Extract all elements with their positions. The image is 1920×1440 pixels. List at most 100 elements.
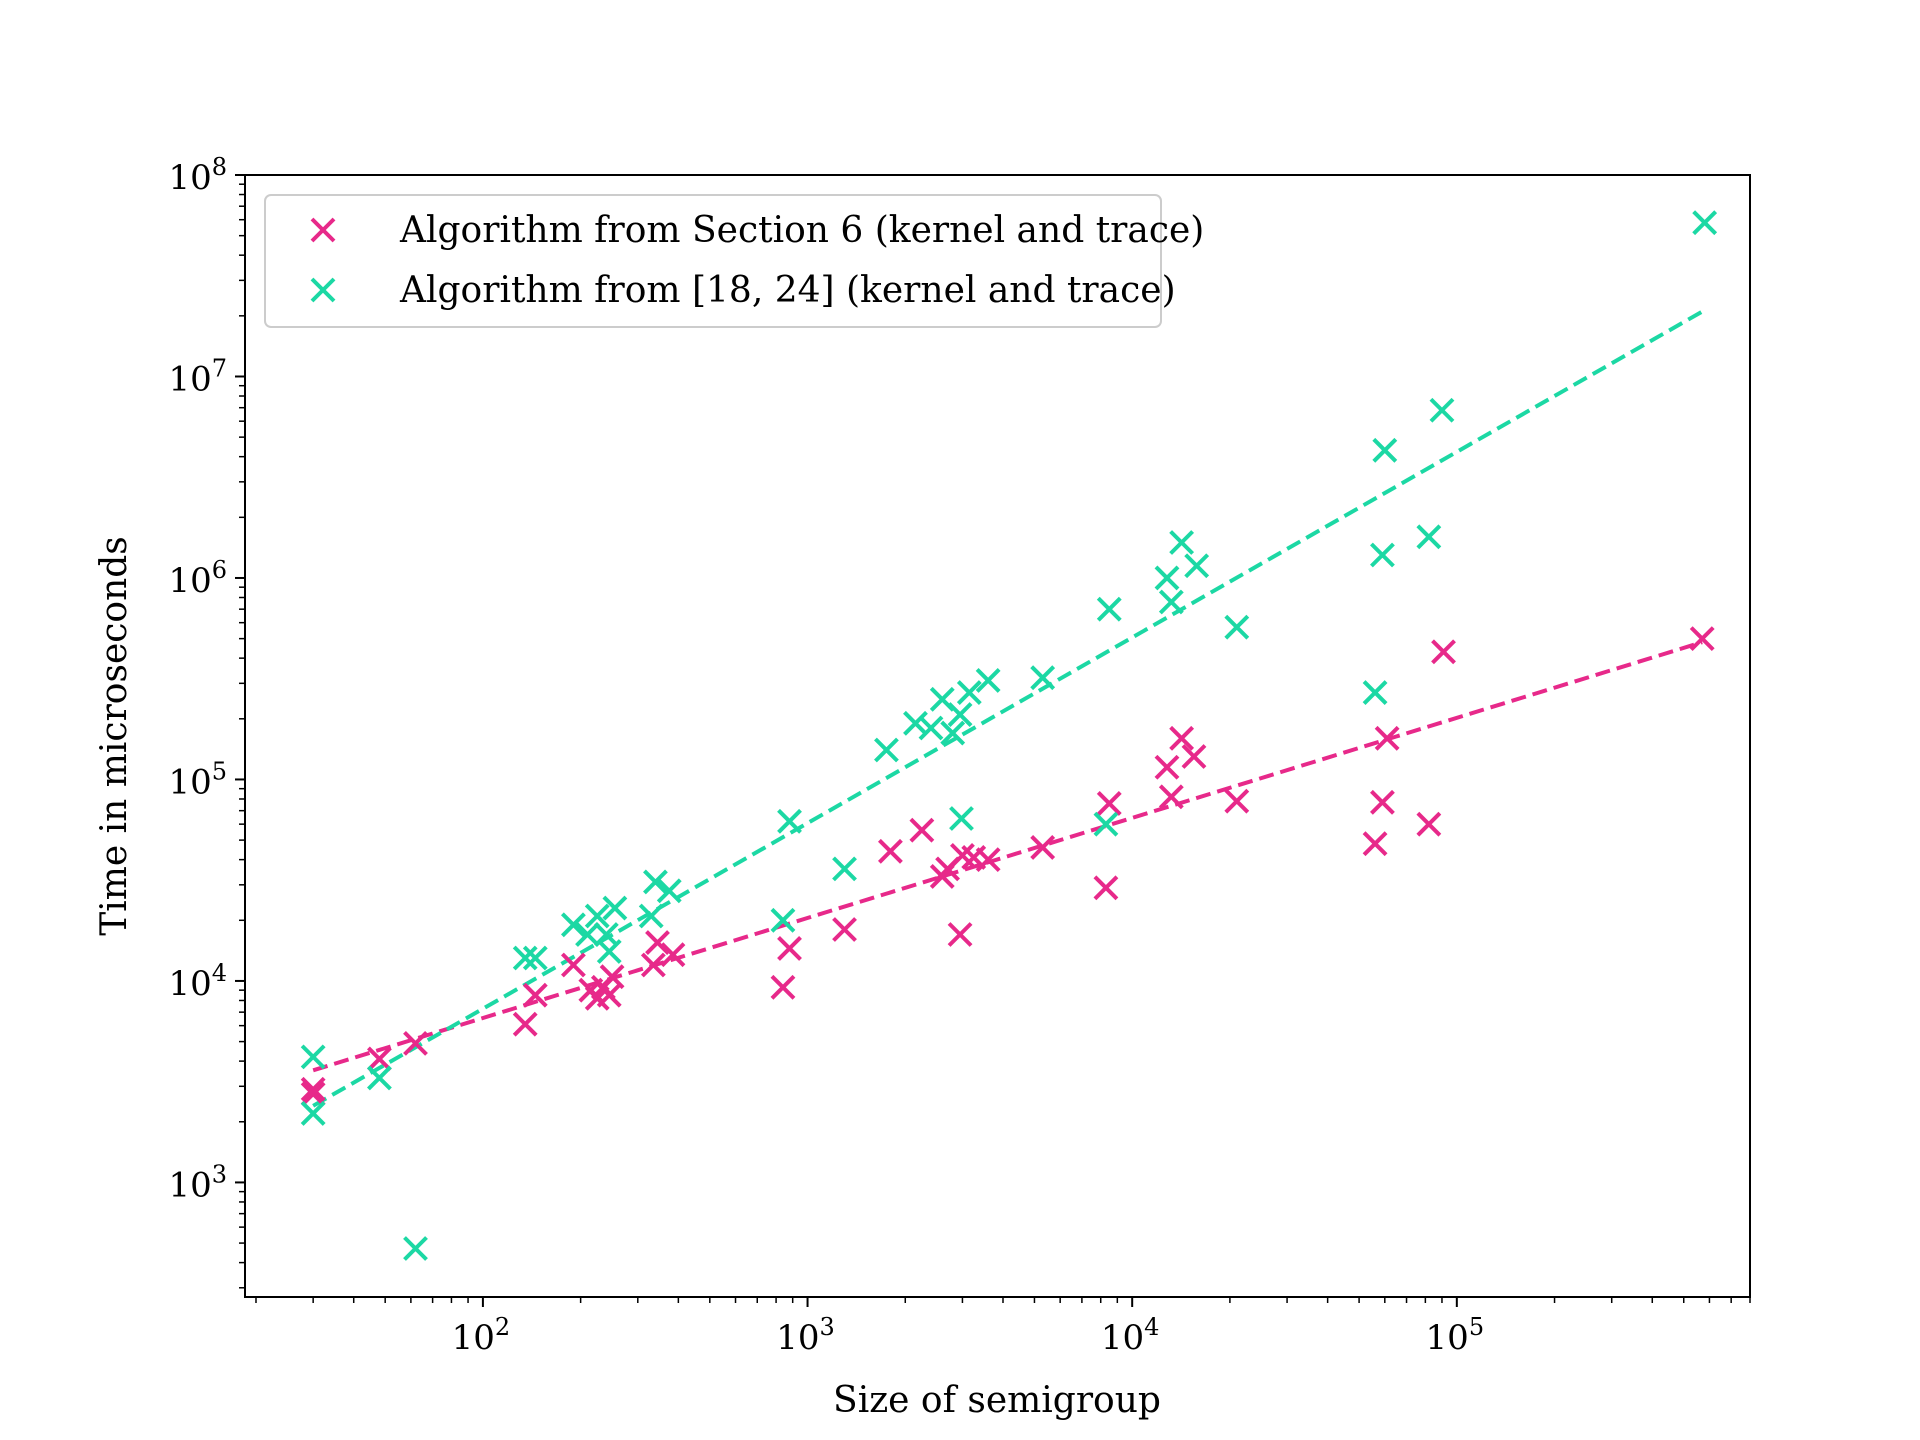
legend: Algorithm from Section 6 (kernel and tra… (264, 194, 1204, 328)
data-point (300, 1044, 326, 1070)
data-point (1158, 589, 1184, 615)
data-point (1224, 614, 1250, 640)
data-point (1374, 725, 1400, 751)
data-point (1169, 530, 1195, 555)
data-point (909, 817, 935, 843)
fit-line-series-1 (312, 309, 1704, 1108)
y-tick-label: 105 (168, 757, 227, 802)
data-point (1154, 565, 1180, 591)
series-0-points (300, 626, 1715, 1107)
data-point (1689, 626, 1715, 652)
data-point (645, 930, 670, 956)
data-point (1169, 725, 1195, 751)
y-tick-label: 107 (168, 354, 227, 399)
data-point (832, 917, 857, 942)
data-point (777, 808, 802, 834)
x-axis-ticks: 102 103 104 105 (452, 1297, 1484, 1358)
data-point (584, 903, 610, 929)
y-tick-label: 106 (168, 556, 227, 601)
x-axis-label: Size of semigroup (833, 1380, 1161, 1421)
data-point (777, 936, 802, 961)
legend-marker-cross (310, 217, 336, 243)
data-point (560, 952, 586, 978)
data-point (522, 982, 548, 1008)
y-tick-label: 104 (168, 959, 227, 1004)
data-point (640, 952, 666, 978)
data-point (878, 838, 903, 864)
legend-label-section6: Algorithm from Section 6 (kernel and tra… (399, 210, 1204, 251)
data-point (1181, 744, 1207, 769)
data-point (599, 964, 625, 990)
data-point (770, 974, 796, 1000)
legend-marker-cross (310, 277, 336, 303)
data-point (947, 922, 973, 947)
data-point (1093, 811, 1119, 837)
data-point (575, 922, 600, 947)
data-point (656, 878, 682, 904)
data-point (602, 895, 628, 921)
x-tick-label: 102 (452, 1313, 511, 1358)
data-point (300, 1076, 326, 1102)
fit-lines (312, 309, 1704, 1108)
x-tick-label: 103 (776, 1313, 835, 1358)
plot-frame (244, 174, 1751, 1298)
legend-box (264, 194, 1162, 328)
data-point (403, 1236, 428, 1261)
data-point (1370, 789, 1395, 815)
data-point (1096, 596, 1122, 622)
data-point (903, 710, 928, 736)
y-tick-label: 108 (168, 153, 227, 198)
data-point (660, 942, 686, 968)
data-point (918, 715, 944, 741)
y-tick-label: 103 (168, 1160, 227, 1205)
data-point (1184, 553, 1210, 579)
data-point (949, 806, 974, 831)
data-point (1030, 665, 1056, 691)
data-point (300, 1081, 326, 1107)
data-points (300, 210, 1718, 1261)
data-point (947, 702, 973, 727)
data-point (596, 939, 622, 964)
legend-marker-18-24 (310, 277, 336, 303)
data-point (1416, 811, 1442, 837)
data-point (1093, 875, 1119, 901)
data-point (643, 869, 668, 895)
data-point (367, 1046, 392, 1072)
data-point (1431, 639, 1456, 665)
data-point (1362, 680, 1388, 705)
data-point (975, 847, 1001, 873)
data-point (560, 912, 586, 938)
data-point (1096, 791, 1122, 816)
data-point (1372, 437, 1398, 463)
data-point (874, 737, 899, 763)
data-point (522, 945, 548, 971)
data-point (300, 1101, 326, 1126)
data-point (832, 856, 857, 882)
x-tick-label: 105 (1426, 1313, 1485, 1358)
data-point (940, 720, 966, 746)
data-point (1692, 210, 1718, 236)
data-point (770, 907, 796, 933)
y-axis-label: Time in microseconds (94, 536, 135, 936)
data-point (367, 1065, 392, 1091)
series-1-points (300, 210, 1718, 1261)
data-point (1370, 542, 1395, 568)
data-point (1224, 788, 1250, 814)
legend-marker-section6 (310, 217, 336, 243)
data-point (1416, 524, 1442, 550)
data-point (1362, 831, 1388, 857)
data-point (638, 903, 664, 929)
x-tick-label: 104 (1101, 1313, 1160, 1358)
data-point (512, 1011, 538, 1037)
fit-line-series-0 (312, 640, 1703, 1073)
data-point (1030, 834, 1056, 860)
data-point (1429, 397, 1455, 423)
data-point (1154, 754, 1180, 780)
data-point (512, 945, 538, 971)
data-point (975, 668, 1001, 693)
y-axis-ticks: 103 104 105 106 107 108 (168, 153, 245, 1205)
data-point (1158, 784, 1184, 810)
data-point (956, 680, 982, 705)
legend-label-18-24: Algorithm from [18, 24] (kernel and trac… (399, 270, 1176, 311)
